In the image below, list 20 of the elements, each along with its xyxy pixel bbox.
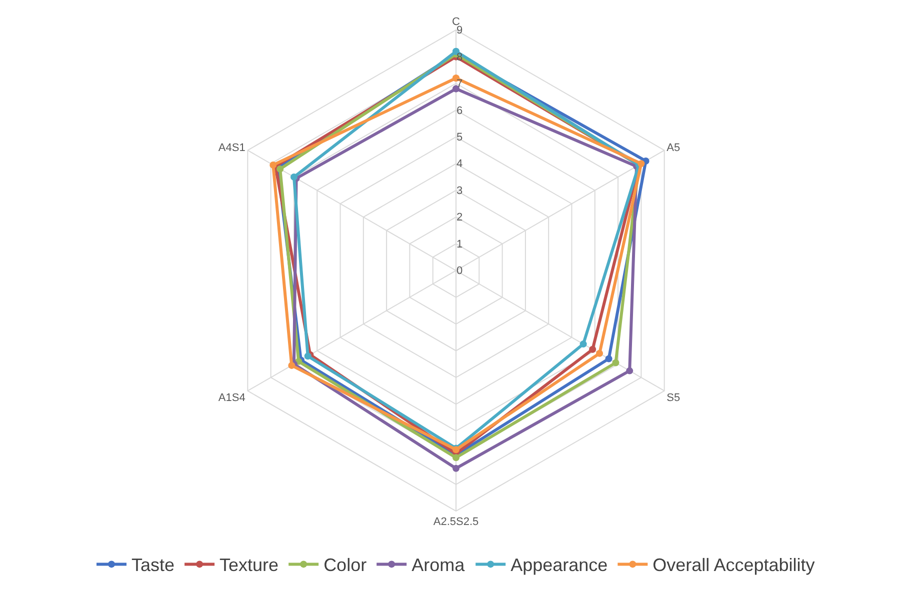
- y-tick-label: 9: [456, 24, 463, 37]
- spoke-label: A4S1: [218, 142, 246, 154]
- y-tick-label: 2: [456, 212, 463, 224]
- y-tick-label: 1: [456, 238, 463, 250]
- y-tick-label: 4: [456, 158, 463, 170]
- legend-label: Taste: [132, 555, 175, 576]
- legend-label: Texture: [220, 555, 279, 576]
- spoke-label: A2.5S2.5: [433, 516, 479, 528]
- legend-label: Overall Acceptability: [652, 555, 815, 576]
- spoke-label: S5: [666, 392, 680, 404]
- y-tick-label: 0: [456, 265, 463, 278]
- y-tick-label: 5: [456, 131, 463, 144]
- legend-label: Appearance: [510, 555, 608, 576]
- y-tick-label: 8: [456, 51, 463, 64]
- spoke-label: A1S4: [218, 392, 246, 404]
- spoke-label: A5: [666, 142, 680, 154]
- y-tick-label: 3: [456, 184, 463, 197]
- y-tick-label: 6: [456, 104, 463, 117]
- legend-label: Color: [324, 555, 367, 576]
- legend-label: Aroma: [412, 555, 466, 576]
